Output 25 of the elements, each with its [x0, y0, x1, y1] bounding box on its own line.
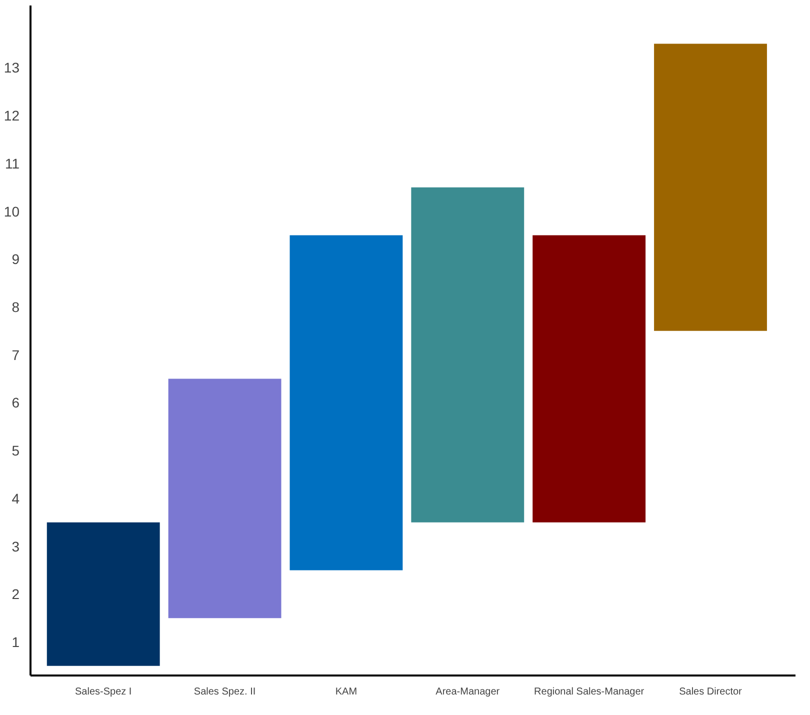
x-tick-label: Sales-Spez I	[75, 686, 132, 698]
x-tick-label: Sales Director	[679, 686, 743, 698]
y-tick-label: 9	[12, 251, 20, 268]
bar	[654, 44, 767, 331]
y-tick-label: 10	[4, 203, 20, 220]
y-tick-label: 8	[12, 299, 20, 315]
bar	[46, 522, 160, 666]
y-tick-label: 3	[12, 538, 20, 554]
y-tick-label: 13	[4, 60, 20, 76]
y-tick-label: 5	[12, 442, 20, 459]
y-tick-label: 6	[12, 394, 20, 411]
y-tick-label: 11	[4, 155, 20, 172]
y-tick-label: 4	[12, 490, 20, 506]
y-tick-label: 2	[12, 586, 20, 602]
y-tick-label: 7	[12, 346, 20, 363]
x-tick-label: Sales Spez. II	[194, 686, 256, 698]
bar	[290, 235, 403, 570]
y-tick-label: 12	[4, 108, 20, 124]
x-tick-label: KAM	[335, 686, 358, 698]
y-tick-label: 1	[12, 634, 20, 650]
x-tick-label: Area-Manager	[436, 686, 500, 698]
bar	[168, 378, 282, 618]
bar	[532, 235, 646, 522]
bar	[411, 187, 524, 522]
x-tick-label: Regional Sales-Manager	[534, 686, 645, 698]
